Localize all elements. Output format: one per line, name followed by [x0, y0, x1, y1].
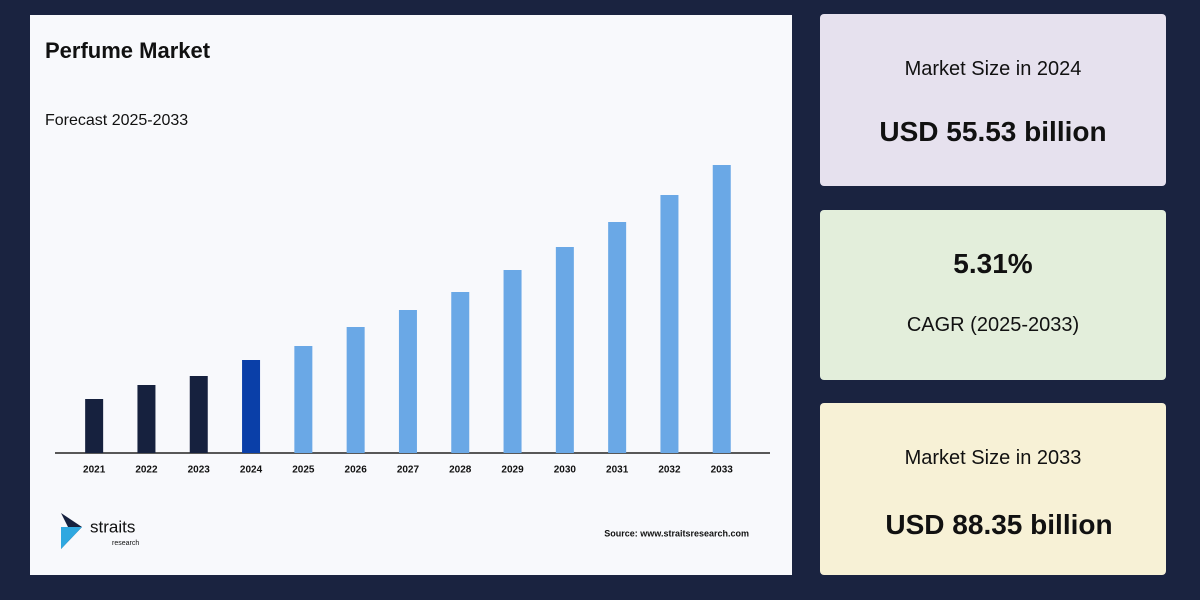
x-tick-label: 2030: [554, 465, 577, 476]
x-tick-label: 2025: [292, 465, 315, 476]
card: 5.31% CAGR (2025-2033): [820, 210, 1166, 380]
bar: [294, 346, 313, 453]
x-tick-label: 2026: [345, 465, 368, 476]
x-tick-label: 2031: [606, 465, 629, 476]
x-tick-label: 2027: [397, 465, 420, 476]
bar: [555, 247, 574, 453]
bar: [398, 310, 417, 453]
logo-mark-light: [61, 527, 82, 549]
card: Market Size in 2024 USD 55.53 billion: [820, 14, 1166, 186]
card-label: Market Size in 2033: [904, 447, 1082, 469]
bar: [85, 399, 104, 453]
bar: [189, 376, 208, 453]
card-value: 5.31%: [953, 248, 1033, 279]
logo-sub: research: [112, 540, 139, 547]
bar: [451, 292, 470, 453]
x-tick-label: 2024: [240, 465, 263, 476]
x-tick-label: 2033: [711, 465, 734, 476]
chart-subtitle: Forecast 2025-2033: [45, 112, 188, 129]
card: Market Size in 2033 USD 88.35 billion: [820, 403, 1166, 575]
bar: [712, 165, 731, 453]
card-label: CAGR (2025-2033): [906, 314, 1080, 336]
bar: [137, 385, 156, 453]
bar: [660, 195, 679, 453]
chart-title: Perfume Market: [45, 38, 211, 63]
chart: Perfume Market Forecast 2025-2033 strait…: [45, 38, 770, 549]
x-tick-label: 2028: [449, 465, 472, 476]
card-value: USD 88.35 billion: [885, 509, 1113, 540]
x-tick-label: 2032: [658, 465, 681, 476]
logo-name: straits: [90, 517, 135, 536]
x-tick-label: 2023: [188, 465, 211, 476]
x-tick-label: 2022: [135, 465, 158, 476]
logo: [61, 513, 82, 549]
bar: [503, 270, 522, 453]
bar: [346, 327, 365, 453]
card-value: USD 55.53 billion: [879, 116, 1107, 147]
source: Source: www.straitsresearch.com: [604, 528, 749, 538]
x-tick-label: 2021: [83, 465, 106, 476]
x-tick-label: 2029: [501, 465, 524, 476]
card-label: Market Size in 2024: [904, 58, 1082, 80]
bar: [608, 222, 627, 453]
chart-panel: Perfume Market Forecast 2025-2033 strait…: [30, 15, 792, 575]
bar: [242, 360, 261, 453]
